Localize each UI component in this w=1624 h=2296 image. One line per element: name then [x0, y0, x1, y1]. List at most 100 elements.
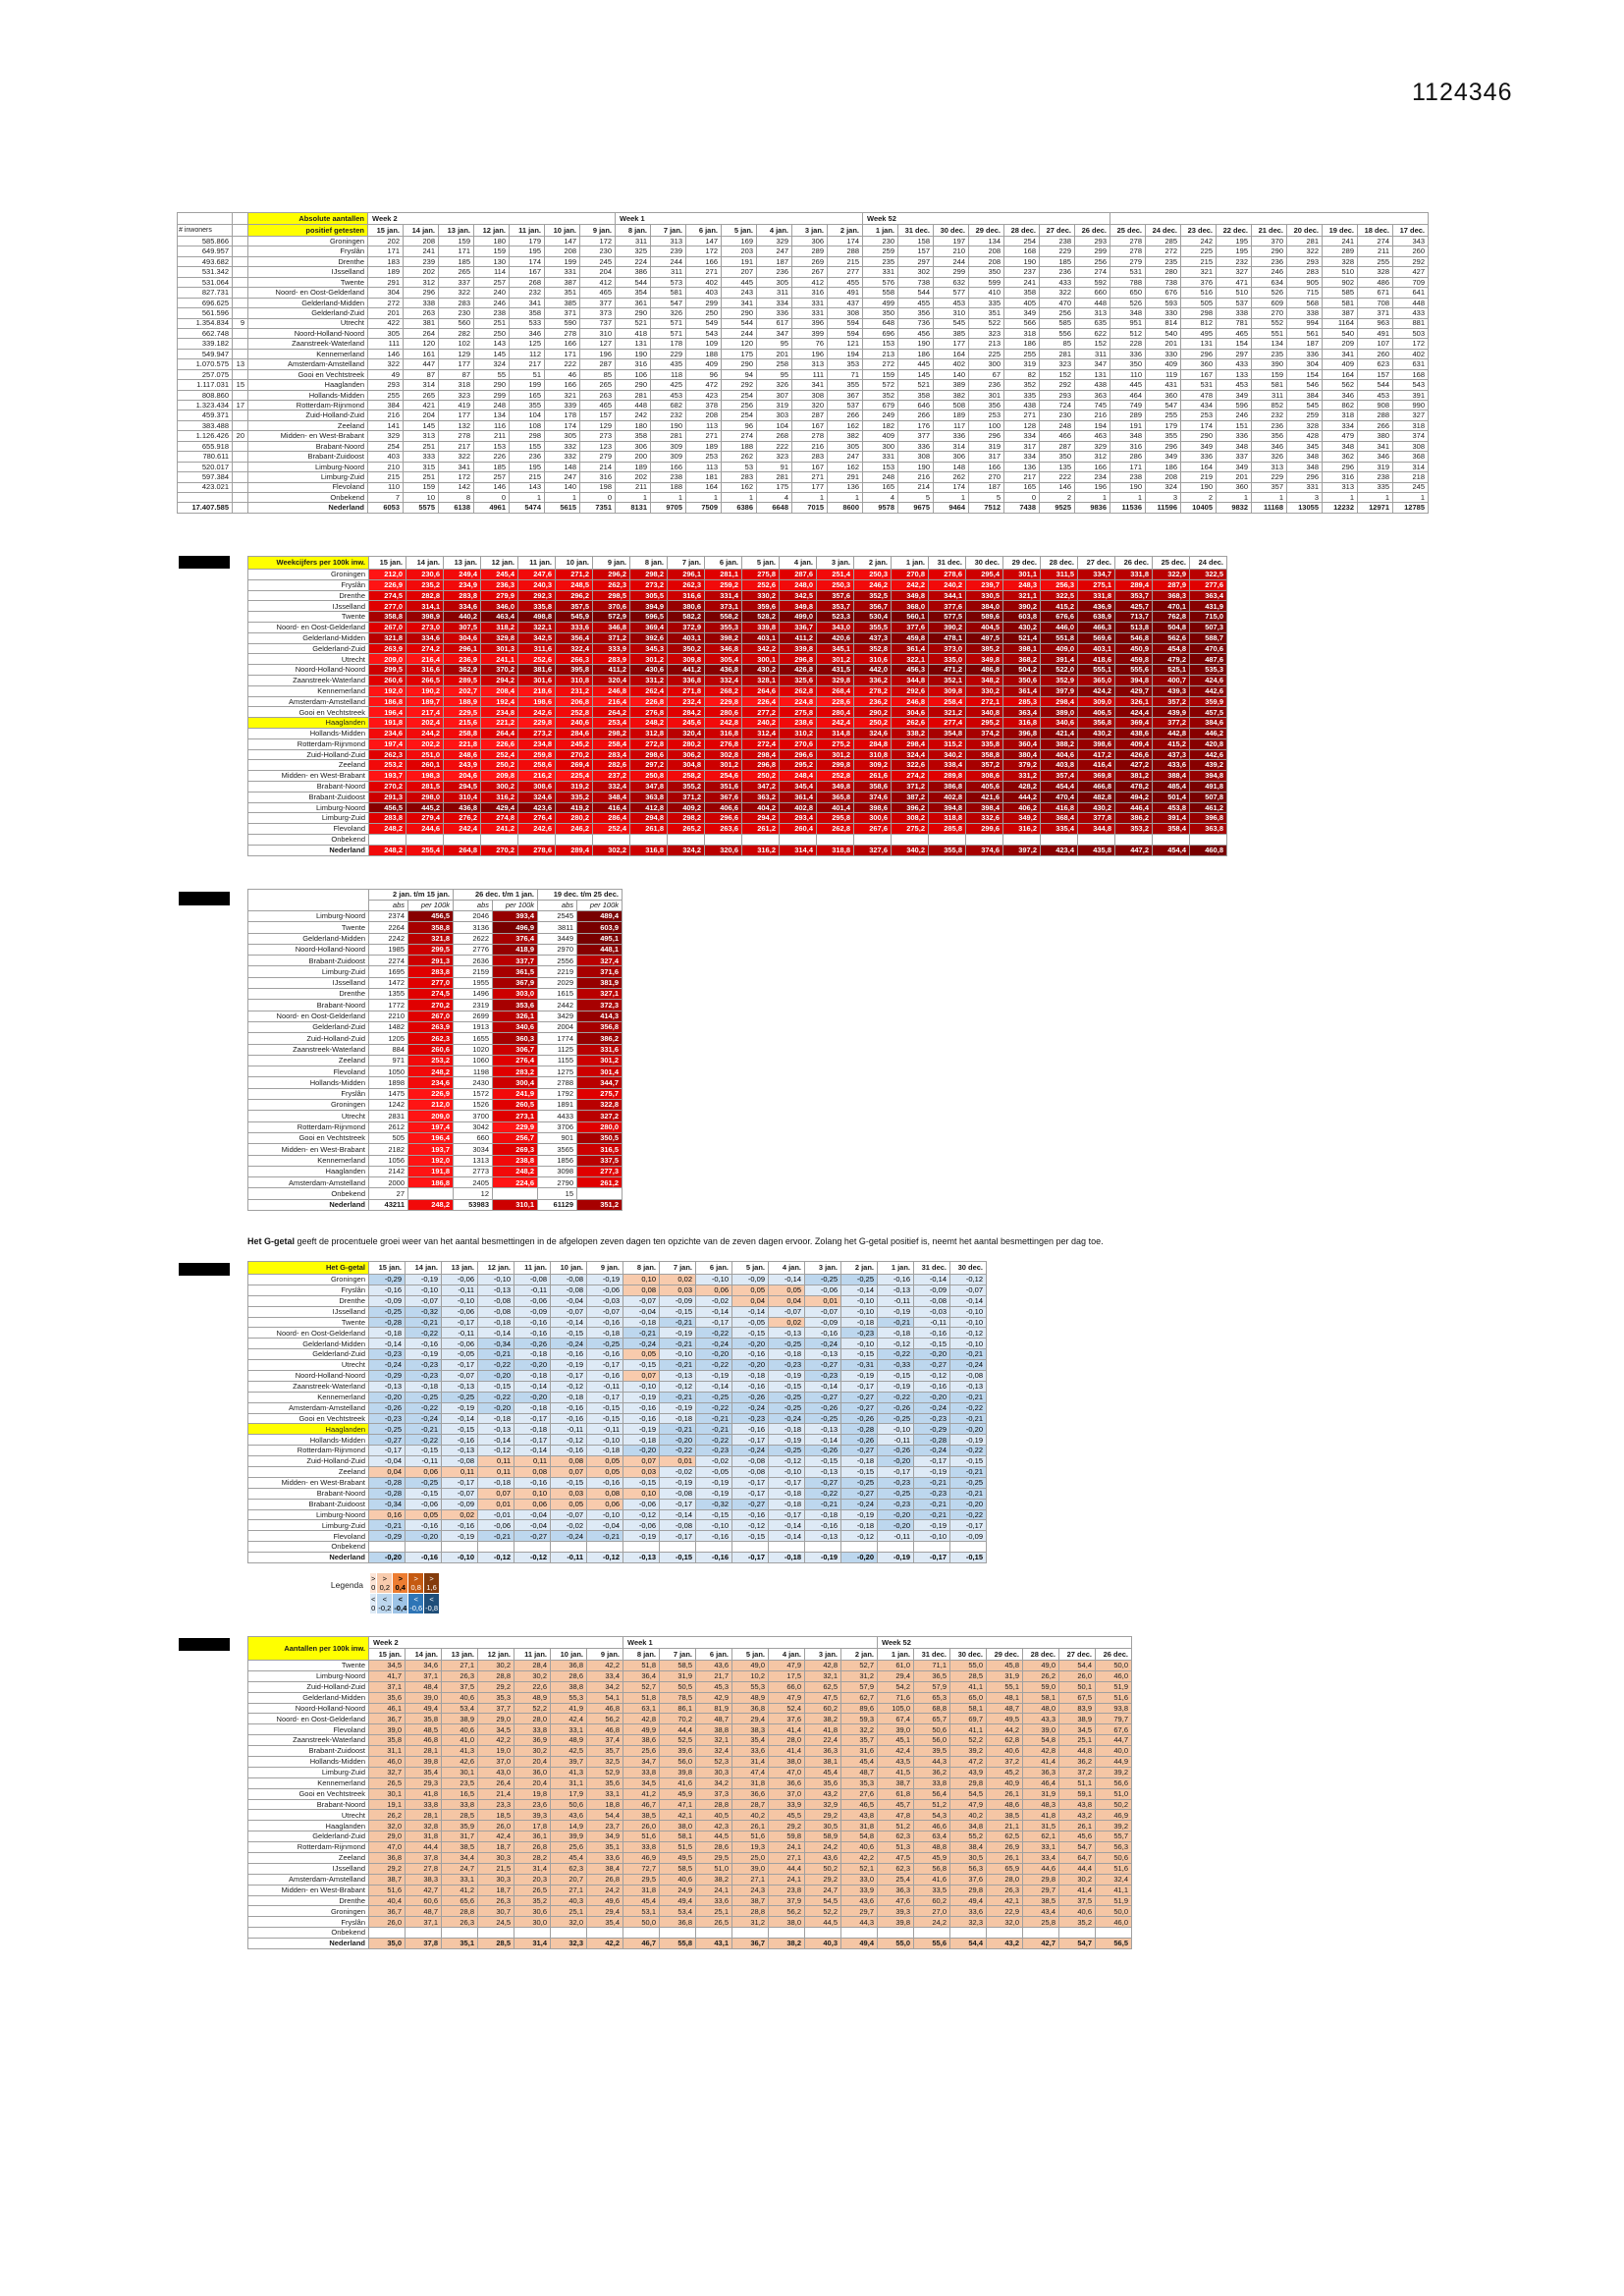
cell: 281,5: [406, 780, 444, 793]
cell: 289: [791, 246, 828, 257]
cell: -0,17: [659, 1498, 696, 1510]
cell: 180: [615, 419, 651, 432]
cell: 229,5: [443, 706, 481, 719]
cell: 179: [1145, 419, 1181, 432]
cell: -0,21: [913, 1498, 950, 1510]
cell: 56,3: [949, 1862, 987, 1875]
cell: 2182: [368, 1143, 408, 1156]
cell: -0,08: [949, 1370, 987, 1382]
cell: 367,9: [492, 976, 538, 990]
cell: [840, 1541, 878, 1554]
cell: 331,2: [629, 674, 668, 686]
cell: 54,5: [804, 1894, 841, 1907]
cell: 370,2: [480, 664, 518, 676]
cell: 265: [403, 389, 439, 402]
cell: [368, 1541, 406, 1554]
cell: 255,4: [406, 844, 444, 856]
cell: 391,4: [1040, 653, 1078, 666]
cell: -0,16: [514, 1327, 551, 1339]
cell: 250,2: [853, 717, 892, 729]
subcolumn-header: abs: [537, 900, 577, 911]
row-marker: [232, 419, 248, 432]
cell: 215: [1180, 255, 1217, 268]
cell: 229: [650, 348, 686, 360]
cell: 148: [544, 461, 580, 473]
cell: -0,21: [695, 1423, 732, 1436]
region-label: Zuid-Holland-Zuid: [247, 1680, 369, 1693]
cell: -0,20: [623, 1445, 660, 1457]
cell: 202,7: [443, 684, 481, 697]
cell: 51,6: [1095, 1691, 1132, 1704]
cell: 269: [791, 255, 828, 268]
cell: 301,2: [576, 1054, 623, 1067]
cell: -0,16: [550, 1348, 587, 1361]
cell: 222: [1039, 471, 1075, 483]
cell: 415,2: [1040, 600, 1078, 613]
cell: 322: [438, 287, 474, 299]
cell: 0: [1003, 491, 1040, 504]
cell: 0,08: [514, 1466, 551, 1478]
cell: 32,1: [804, 1669, 841, 1682]
cell: 30,7: [477, 1905, 514, 1918]
cell: -0,15: [477, 1380, 514, 1393]
cell: -0,24: [550, 1338, 587, 1350]
cell: -0,19: [695, 1370, 732, 1382]
cell: 428,2: [1002, 780, 1041, 793]
cell: 884: [368, 1043, 408, 1056]
region-label: Limburg-Zuid: [247, 812, 369, 825]
cell: 48,7: [695, 1713, 732, 1725]
cell: -0,21: [659, 1359, 696, 1372]
cell: 436,8: [443, 801, 481, 814]
cell: 466,8: [1077, 780, 1115, 793]
cell: 348: [1216, 440, 1252, 453]
date-column-header: 28 dec.: [1040, 556, 1078, 570]
cell: 299,6: [965, 823, 1003, 835]
cell: 280,2: [667, 738, 705, 750]
cell: 367,6: [704, 791, 742, 803]
cell: 421,6: [965, 791, 1003, 803]
cell: 238: [1357, 471, 1393, 483]
cell: 762,8: [1152, 611, 1190, 623]
cell: -0,27: [731, 1498, 769, 1510]
cell: -0,15: [731, 1530, 769, 1543]
cell: 340,8: [965, 706, 1003, 719]
cell: 590: [544, 317, 580, 329]
cell: 167: [1180, 368, 1217, 381]
cell: 2219: [537, 965, 577, 978]
cell: 498,8: [517, 611, 556, 623]
cell: 571: [650, 327, 686, 340]
cell: 46,8: [586, 1723, 623, 1736]
cell: 676,6: [1040, 611, 1078, 623]
cell: -0,12: [514, 1552, 551, 1564]
cell: 29,7: [1022, 1884, 1059, 1896]
cell: 18,5: [477, 1809, 514, 1822]
cell: 2142: [368, 1165, 408, 1178]
cell: -0,14: [477, 1327, 514, 1339]
cell: 35,4: [586, 1916, 623, 1929]
cell: 121: [827, 338, 863, 350]
date-column-header: 31 dec.: [928, 556, 966, 570]
cell: 585: [1322, 287, 1358, 299]
cell: 59,3: [840, 1713, 878, 1725]
cell: 391,4: [1152, 812, 1190, 825]
date-column-header: 3 jan.: [804, 1261, 841, 1275]
cell: 31,5: [1022, 1820, 1059, 1832]
cell: 478: [1180, 389, 1217, 402]
cell: 110: [367, 481, 404, 493]
region-label: Gelderland-Midden: [247, 631, 369, 644]
cell: [405, 1541, 442, 1554]
cell: 216: [897, 471, 934, 483]
cell: 2430: [453, 1076, 493, 1089]
cell: 33,8: [405, 1798, 442, 1811]
cell: 533: [509, 317, 545, 329]
cell: 382: [933, 389, 969, 402]
cell: 145: [403, 419, 439, 432]
inwoners-value: 585.866: [177, 235, 233, 247]
cell: -0,18: [405, 1380, 442, 1393]
cell: 289,5: [443, 674, 481, 686]
cell: 353,2: [1114, 823, 1153, 835]
cell: 224,6: [492, 1176, 538, 1189]
date-column-header: 13 jan.: [441, 1648, 478, 1661]
cell: 715,0: [1189, 611, 1227, 623]
cell: [592, 833, 630, 846]
